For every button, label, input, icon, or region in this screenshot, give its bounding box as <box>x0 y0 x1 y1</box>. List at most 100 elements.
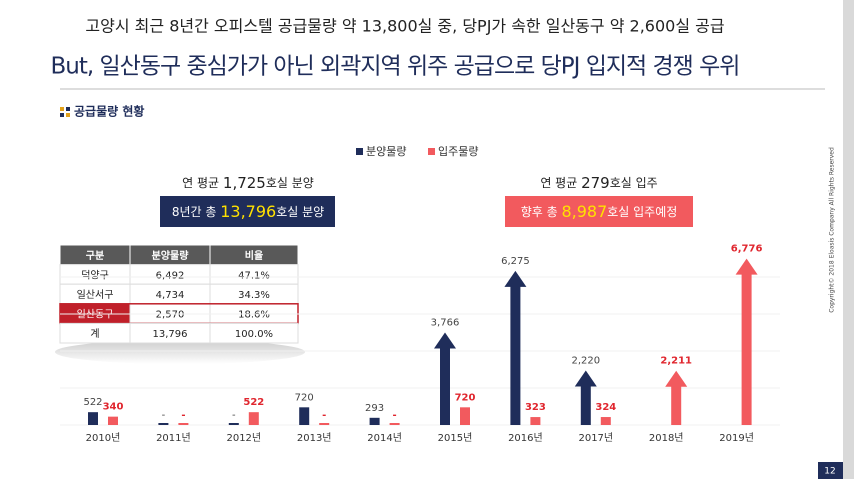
value-label: - <box>162 410 166 421</box>
value-label: - <box>181 410 185 421</box>
caption-part: 연 평균 <box>182 176 223 190</box>
legend-label: 분양물량 <box>366 145 406 158</box>
x-tick-label: 2011년 <box>156 432 191 444</box>
caption-part: 연 평균 <box>540 176 581 190</box>
bar <box>158 423 169 425</box>
x-tick-label: 2018년 <box>649 432 684 444</box>
bar <box>88 412 98 425</box>
value-label: 6,776 <box>731 244 763 255</box>
value-label: 6,275 <box>501 256 530 267</box>
section-icon <box>66 107 70 111</box>
cell-text: 100.0% <box>235 329 273 340</box>
section-title: 공급물량 현황 <box>74 104 144 119</box>
value-label: 2,211 <box>660 356 692 367</box>
title: But, 일산동구 중심가가 아닌 외곽지역 위주 공급으로 당PJ 입지적 경… <box>51 54 740 80</box>
cell-text: 2,570 <box>156 310 185 321</box>
cell-text: 덕양구 <box>81 269 109 281</box>
x-tick-label: 2019년 <box>719 432 754 444</box>
bar <box>735 258 758 425</box>
callout-text: 향후 총 8,987호실 입주예정 <box>521 202 678 221</box>
box-part: 향후 총 <box>521 205 562 219</box>
box-part: 호실 입주예정 <box>607 205 677 219</box>
x-tick-label: 2015년 <box>438 432 473 444</box>
box-part: 8,987 <box>561 202 607 221</box>
bar <box>665 370 688 425</box>
value-label: 340 <box>103 402 124 413</box>
box-part: 호실 분양 <box>276 205 324 219</box>
section-icon <box>66 113 70 117</box>
value-label: 522 <box>243 397 264 408</box>
box-part: 13,796 <box>220 202 276 221</box>
x-tick-label: 2010년 <box>86 432 121 444</box>
value-label: 323 <box>525 402 546 413</box>
caption-part: 호실 입주 <box>610 176 658 190</box>
caption-part: 1,725 <box>223 174 266 192</box>
value-label: 2,220 <box>571 355 600 366</box>
bar <box>108 416 118 425</box>
section-icon <box>60 113 64 117</box>
value-label: 293 <box>365 403 384 414</box>
cell-text: 계 <box>90 328 99 340</box>
value-label: - <box>322 410 326 421</box>
bar <box>299 407 310 425</box>
cell-text: 4,734 <box>156 290 185 301</box>
bar <box>389 423 400 425</box>
legend-label: 입주물량 <box>438 145 478 158</box>
bar <box>178 423 189 425</box>
header-text: 구분 <box>86 250 104 262</box>
copyright: Copyright© 2018 Eloasis Company All Righ… <box>829 147 836 313</box>
callout-caption: 연 평균 1,725호실 분양 <box>182 174 314 192</box>
page-box <box>818 462 843 479</box>
section-icon <box>60 107 64 111</box>
bar <box>460 407 470 425</box>
value-label: 720 <box>295 392 314 403</box>
cell-text: 6,492 <box>156 270 185 281</box>
cell <box>209 322 299 344</box>
legend-swatch <box>428 148 435 155</box>
x-tick-label: 2016년 <box>508 432 543 444</box>
cell-text: 18.6% <box>238 310 270 321</box>
callout-caption: 연 평균 279호실 입주 <box>540 174 657 192</box>
header-text: 비율 <box>245 249 263 262</box>
bar <box>600 417 611 425</box>
caption-part: 279 <box>581 174 610 192</box>
cell-text: 일산서구 <box>77 289 114 301</box>
legend-swatch <box>356 148 363 155</box>
bar <box>319 423 330 425</box>
callout-box <box>160 196 335 227</box>
value-label: 324 <box>595 402 616 413</box>
cell-text: 일산동구 <box>77 309 114 321</box>
callout-text: 8년간 총 13,796호실 분양 <box>172 202 324 221</box>
bar <box>228 423 239 425</box>
x-tick-label: 2014년 <box>367 432 402 444</box>
side-strip <box>843 0 854 479</box>
value-label: 522 <box>83 397 102 408</box>
x-tick-label: 2017년 <box>578 432 613 444</box>
box-part: 8년간 총 <box>172 205 220 219</box>
bar <box>574 370 597 425</box>
cell-text: 34.3% <box>238 290 270 301</box>
bar <box>434 332 456 425</box>
x-tick-label: 2013년 <box>297 432 332 444</box>
bar <box>248 412 259 425</box>
subtitle: 고양시 최근 8년간 오피스텔 공급물량 약 13,800실 중, 당PJ가 속… <box>85 17 724 36</box>
value-label: 3,766 <box>431 318 460 329</box>
cell-text: 47.1% <box>238 270 270 281</box>
value-label: - <box>393 410 397 421</box>
bar <box>369 417 380 425</box>
cell-text: 13,796 <box>153 329 188 340</box>
caption-part: 호실 분양 <box>266 176 314 190</box>
bar <box>504 270 527 425</box>
value-label: - <box>232 410 236 421</box>
value-label: 720 <box>455 392 476 403</box>
callout-box <box>505 196 693 227</box>
page-number: 12 <box>824 467 835 477</box>
header-text: 분양물량 <box>152 250 190 262</box>
bar <box>530 417 541 425</box>
x-tick-label: 2012년 <box>226 432 261 444</box>
